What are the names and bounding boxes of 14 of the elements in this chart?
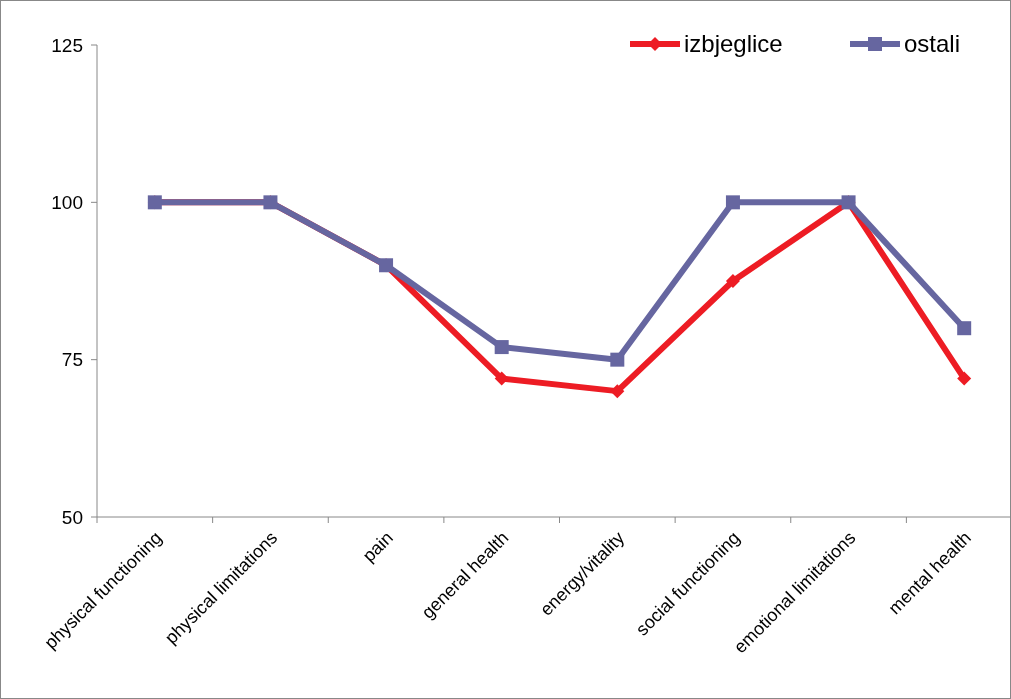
point xyxy=(610,384,625,399)
legend-label: ostali xyxy=(904,30,961,58)
y-tick-label: 50 xyxy=(61,506,83,528)
y-tick-label: 75 xyxy=(61,349,83,371)
point xyxy=(610,352,625,367)
legend-label: izbjeglice xyxy=(684,30,783,58)
y-tick-label: 125 xyxy=(51,34,83,56)
point xyxy=(957,371,972,386)
point xyxy=(725,195,740,210)
point xyxy=(957,321,972,336)
y-tick-label: 100 xyxy=(51,191,83,213)
point xyxy=(494,340,509,355)
point xyxy=(725,274,740,288)
point xyxy=(494,371,509,386)
